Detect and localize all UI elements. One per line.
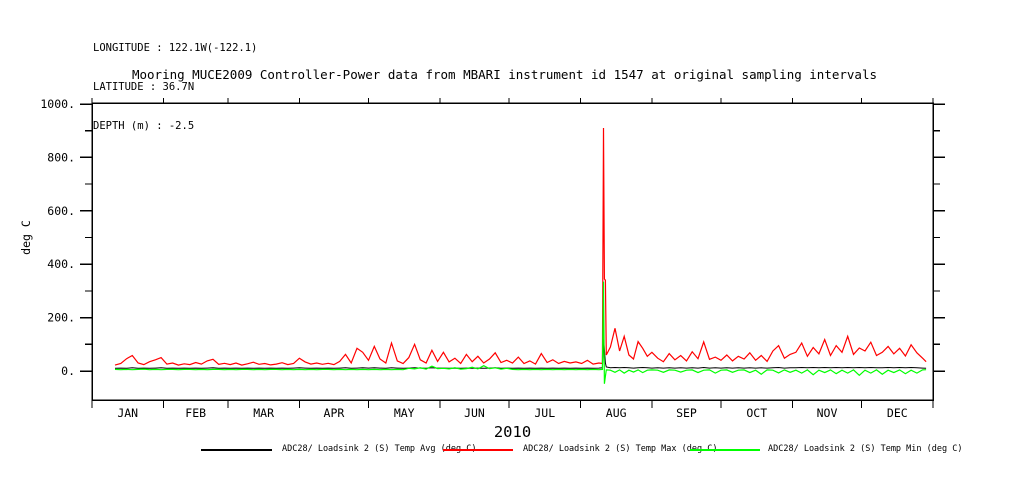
y-tick-label: 1000.	[40, 97, 75, 111]
y-tick-label: 0.	[61, 364, 75, 378]
x-month-label: MAY	[394, 406, 415, 420]
series-avg-line	[114, 338, 927, 369]
x-axis-year-label: 2010	[494, 423, 531, 441]
latitude-label: LATITUDE : 36.7N	[93, 81, 195, 93]
x-month-label: OCT	[746, 406, 767, 420]
y-axis-label: deg C	[19, 220, 33, 255]
x-month-label: APR	[324, 406, 345, 420]
x-month-label: DEC	[887, 406, 908, 420]
x-month-label: AUG	[606, 406, 627, 420]
x-month-label: MAR	[253, 406, 274, 420]
y-tick-label: 400.	[47, 257, 75, 271]
series-min-line	[114, 281, 927, 384]
x-month-label: FEB	[185, 406, 206, 420]
series-max-line	[114, 127, 927, 366]
plot-frame	[91, 102, 934, 401]
y-tick-label: 200.	[47, 311, 75, 325]
longitude-label: LONGITUDE : 122.1W(-122.1)	[93, 42, 258, 54]
legend-line-min	[690, 449, 760, 451]
legend-line-avg	[201, 449, 272, 451]
x-month-label: NOV	[817, 406, 838, 420]
depth-label: DEPTH (m) : -2.5	[93, 120, 195, 132]
chart-legend: ADC28/ Loadsink 2 (S) Temp Avg (deg C) A…	[0, 442, 1009, 458]
x-month-label: JUL	[534, 406, 555, 420]
x-month-label: SEP	[676, 406, 697, 420]
y-tick-label: 600.	[47, 204, 75, 218]
chart-title: Mooring MUCE2009 Controller-Power data f…	[131, 67, 878, 82]
x-month-label: JUN	[464, 406, 485, 420]
y-tick-label: 800.	[47, 150, 75, 164]
legend-line-max	[443, 449, 513, 451]
legend-label-max: ADC28/ Loadsink 2 (S) Temp Max (deg C)	[523, 444, 718, 454]
station-info-block: LONGITUDE : 122.1W(-122.1) LATITUDE : 36…	[93, 16, 257, 159]
x-month-label: JAN	[117, 406, 138, 420]
legend-label-min: ADC28/ Loadsink 2 (S) Temp Min (deg C)	[768, 444, 963, 454]
